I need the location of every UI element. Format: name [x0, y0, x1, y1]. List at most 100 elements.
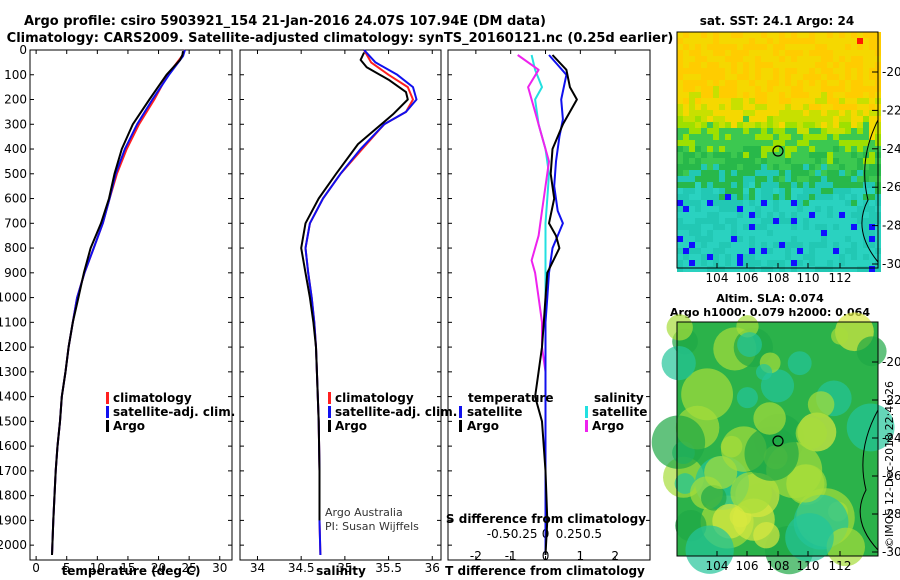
- sst-pixel: [815, 218, 821, 224]
- sst-pixel: [725, 128, 731, 134]
- sst-pixel: [779, 32, 785, 38]
- sst-pixel: [779, 140, 785, 146]
- sst-pixel: [767, 50, 773, 56]
- sst-pixel: [707, 44, 713, 50]
- sst-pixel: [761, 188, 767, 194]
- sst-pixel: [869, 122, 875, 128]
- legend-swatch-climatology: [328, 392, 331, 404]
- sst-pixel: [695, 236, 701, 242]
- sst-pixel: [719, 164, 725, 170]
- sst-pixel: [689, 110, 695, 116]
- sst-pixel: [863, 86, 869, 92]
- sst-pixel: [803, 134, 809, 140]
- sst-pixel: [845, 56, 851, 62]
- sst-pixel: [833, 212, 839, 218]
- sst-pixel: [773, 194, 779, 200]
- sst-pixel: [797, 242, 803, 248]
- sst-pixel: [857, 44, 863, 50]
- sst-pixel: [803, 74, 809, 80]
- sst-pixel: [857, 230, 863, 236]
- s-diff-tick-label: -0.25: [506, 527, 537, 541]
- legend-label-t-satellite: satellite: [467, 405, 522, 419]
- sst-pixel: [857, 242, 863, 248]
- sst-pixel: [707, 260, 713, 266]
- sst-pixel: [797, 170, 803, 176]
- depth-tick-label: 700: [4, 216, 27, 230]
- sst-pixel: [827, 236, 833, 242]
- sst-pixel: [761, 32, 767, 38]
- sst-pixel: [701, 50, 707, 56]
- sst-pixel: [743, 224, 749, 230]
- sst-pixel: [731, 218, 737, 224]
- sst-pixel: [863, 122, 869, 128]
- sst-pixel: [761, 74, 767, 80]
- legend-swatch-satellite: [328, 406, 331, 418]
- sst-pixel: [701, 38, 707, 44]
- sst-pixel: [863, 134, 869, 140]
- sst-pixel: [767, 32, 773, 38]
- sst-pixel: [845, 260, 851, 266]
- sst-pixel: [737, 32, 743, 38]
- sst-pixel: [809, 104, 815, 110]
- sst-pixel: [815, 224, 821, 230]
- sst-pixel: [725, 248, 731, 254]
- sst-pixel: [701, 116, 707, 122]
- sst-pixel: [827, 164, 833, 170]
- sst-pixel: [833, 50, 839, 56]
- sst-pixel: [773, 242, 779, 248]
- sst-pixel: [749, 230, 755, 236]
- sst-pixel: [683, 248, 689, 254]
- sst-pixel: [845, 248, 851, 254]
- sst-pixel: [827, 44, 833, 50]
- sst-pixel: [749, 152, 755, 158]
- sst-pixel: [767, 38, 773, 44]
- sst-pixel: [797, 122, 803, 128]
- sst-pixel: [731, 212, 737, 218]
- sst-pixel: [767, 116, 773, 122]
- sst-pixel: [791, 68, 797, 74]
- sst-pixel: [761, 164, 767, 170]
- sst-pixel: [785, 56, 791, 62]
- sst-pixel: [695, 188, 701, 194]
- sst-pixel: [821, 128, 827, 134]
- sst-pixel: [797, 116, 803, 122]
- sst-pixel: [689, 266, 695, 272]
- s-diff-tick-label: 0.5: [583, 527, 602, 541]
- sst-pixel: [773, 266, 779, 272]
- sst-pixel: [869, 62, 875, 68]
- sst-pixel: [767, 80, 773, 86]
- sst-pixel: [785, 74, 791, 80]
- sst-pixel: [779, 68, 785, 74]
- sst-pixel: [863, 254, 869, 260]
- sst-pixel: [689, 218, 695, 224]
- sst-pixel: [839, 206, 845, 212]
- sst-pixel: [683, 194, 689, 200]
- sst-pixel: [719, 104, 725, 110]
- sst-pixel: [689, 260, 695, 266]
- sst-pixel: [761, 176, 767, 182]
- sst-pixel: [683, 140, 689, 146]
- sst-pixel: [845, 74, 851, 80]
- sst-pixel: [851, 92, 857, 98]
- sst-pixel: [695, 62, 701, 68]
- sst-pixel: [797, 206, 803, 212]
- sst-pixel: [833, 68, 839, 74]
- sst-pixel: [707, 80, 713, 86]
- sst-pixel: [677, 98, 683, 104]
- sst-pixel: [827, 62, 833, 68]
- sst-pixel: [737, 188, 743, 194]
- sst-pixel: [857, 92, 863, 98]
- sst-pixel: [833, 92, 839, 98]
- sst-pixel: [869, 74, 875, 80]
- sst-pixel: [857, 140, 863, 146]
- sst-pixel: [779, 182, 785, 188]
- sst-pixel: [791, 74, 797, 80]
- sst-pixel: [695, 116, 701, 122]
- sst-pixel: [851, 146, 857, 152]
- sst-pixel: [695, 104, 701, 110]
- sst-pixel: [743, 266, 749, 272]
- sst-pixel: [815, 152, 821, 158]
- sst-pixel: [713, 128, 719, 134]
- sst-pixel: [791, 140, 797, 146]
- sst-pixel: [731, 110, 737, 116]
